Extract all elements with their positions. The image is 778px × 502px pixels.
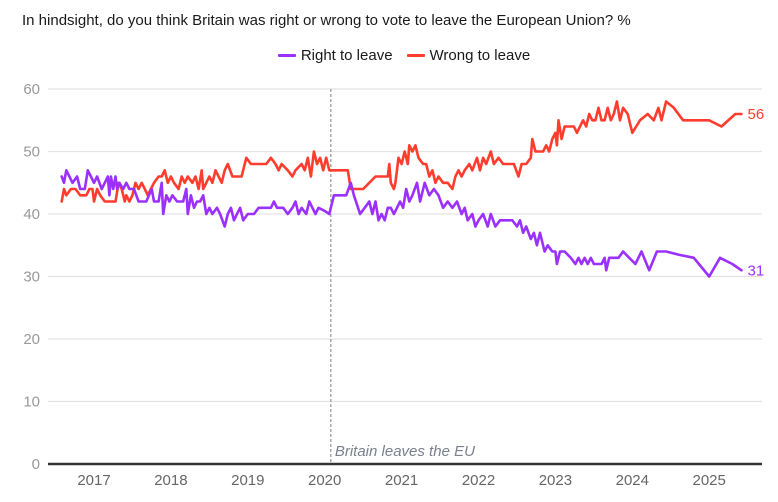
end-label-wrong-to-leave: 56 bbox=[747, 106, 764, 123]
series-line-wrong-to-leave bbox=[60, 100, 743, 203]
y-tick-label-50: 50 bbox=[23, 144, 40, 161]
series-group bbox=[60, 100, 743, 278]
x-tick-label-2022: 2022 bbox=[462, 472, 495, 489]
x-tick-label-2025: 2025 bbox=[693, 472, 726, 489]
x-tick-label-2019: 2019 bbox=[231, 472, 264, 489]
legend-label-right-to-leave: Right to leave bbox=[300, 47, 393, 64]
annotation-label: Britain leaves the EU bbox=[335, 443, 475, 460]
y-tick-label-0: 0 bbox=[32, 456, 40, 473]
end-label-right-to-leave: 31 bbox=[747, 262, 764, 279]
y-tick-label-60: 60 bbox=[23, 81, 40, 98]
legend-swatch-wrong-to-leave bbox=[406, 54, 425, 57]
legend-item-wrong-to-leave: Wrong to leave bbox=[406, 47, 531, 64]
end-labels: 56 31 bbox=[747, 106, 764, 279]
x-tick-label-2018: 2018 bbox=[154, 472, 187, 489]
x-axis-ticks: 2017 2018 2019 2020 2021 2022 2023 2024 2025 bbox=[77, 472, 726, 489]
legend-swatch-right-to-leave bbox=[277, 54, 296, 57]
legend-item-right-to-leave: Right to leave bbox=[248, 47, 393, 64]
y-tick-label-10: 10 bbox=[23, 394, 40, 411]
gridlines bbox=[48, 88, 762, 466]
y-axis-ticks: 0 10 20 30 40 50 60 bbox=[23, 81, 40, 473]
legend: Right to leave Wrong to leave bbox=[0, 47, 778, 64]
x-tick-label-2017: 2017 bbox=[77, 472, 110, 489]
annotation-group: Britain leaves the EU bbox=[330, 89, 475, 464]
x-tick-label-2021: 2021 bbox=[385, 472, 418, 489]
y-tick-label-40: 40 bbox=[23, 206, 40, 223]
y-tick-label-20: 20 bbox=[23, 331, 40, 348]
chart-title: In hindsight, do you think Britain was r… bbox=[22, 12, 631, 29]
series-line-right-to-leave bbox=[60, 169, 743, 278]
x-tick-label-2024: 2024 bbox=[616, 472, 649, 489]
x-tick-label-2023: 2023 bbox=[539, 472, 572, 489]
legend-label-wrong-to-leave: Wrong to leave bbox=[429, 47, 531, 64]
y-tick-label-30: 30 bbox=[23, 269, 40, 286]
x-tick-label-2020: 2020 bbox=[308, 472, 341, 489]
